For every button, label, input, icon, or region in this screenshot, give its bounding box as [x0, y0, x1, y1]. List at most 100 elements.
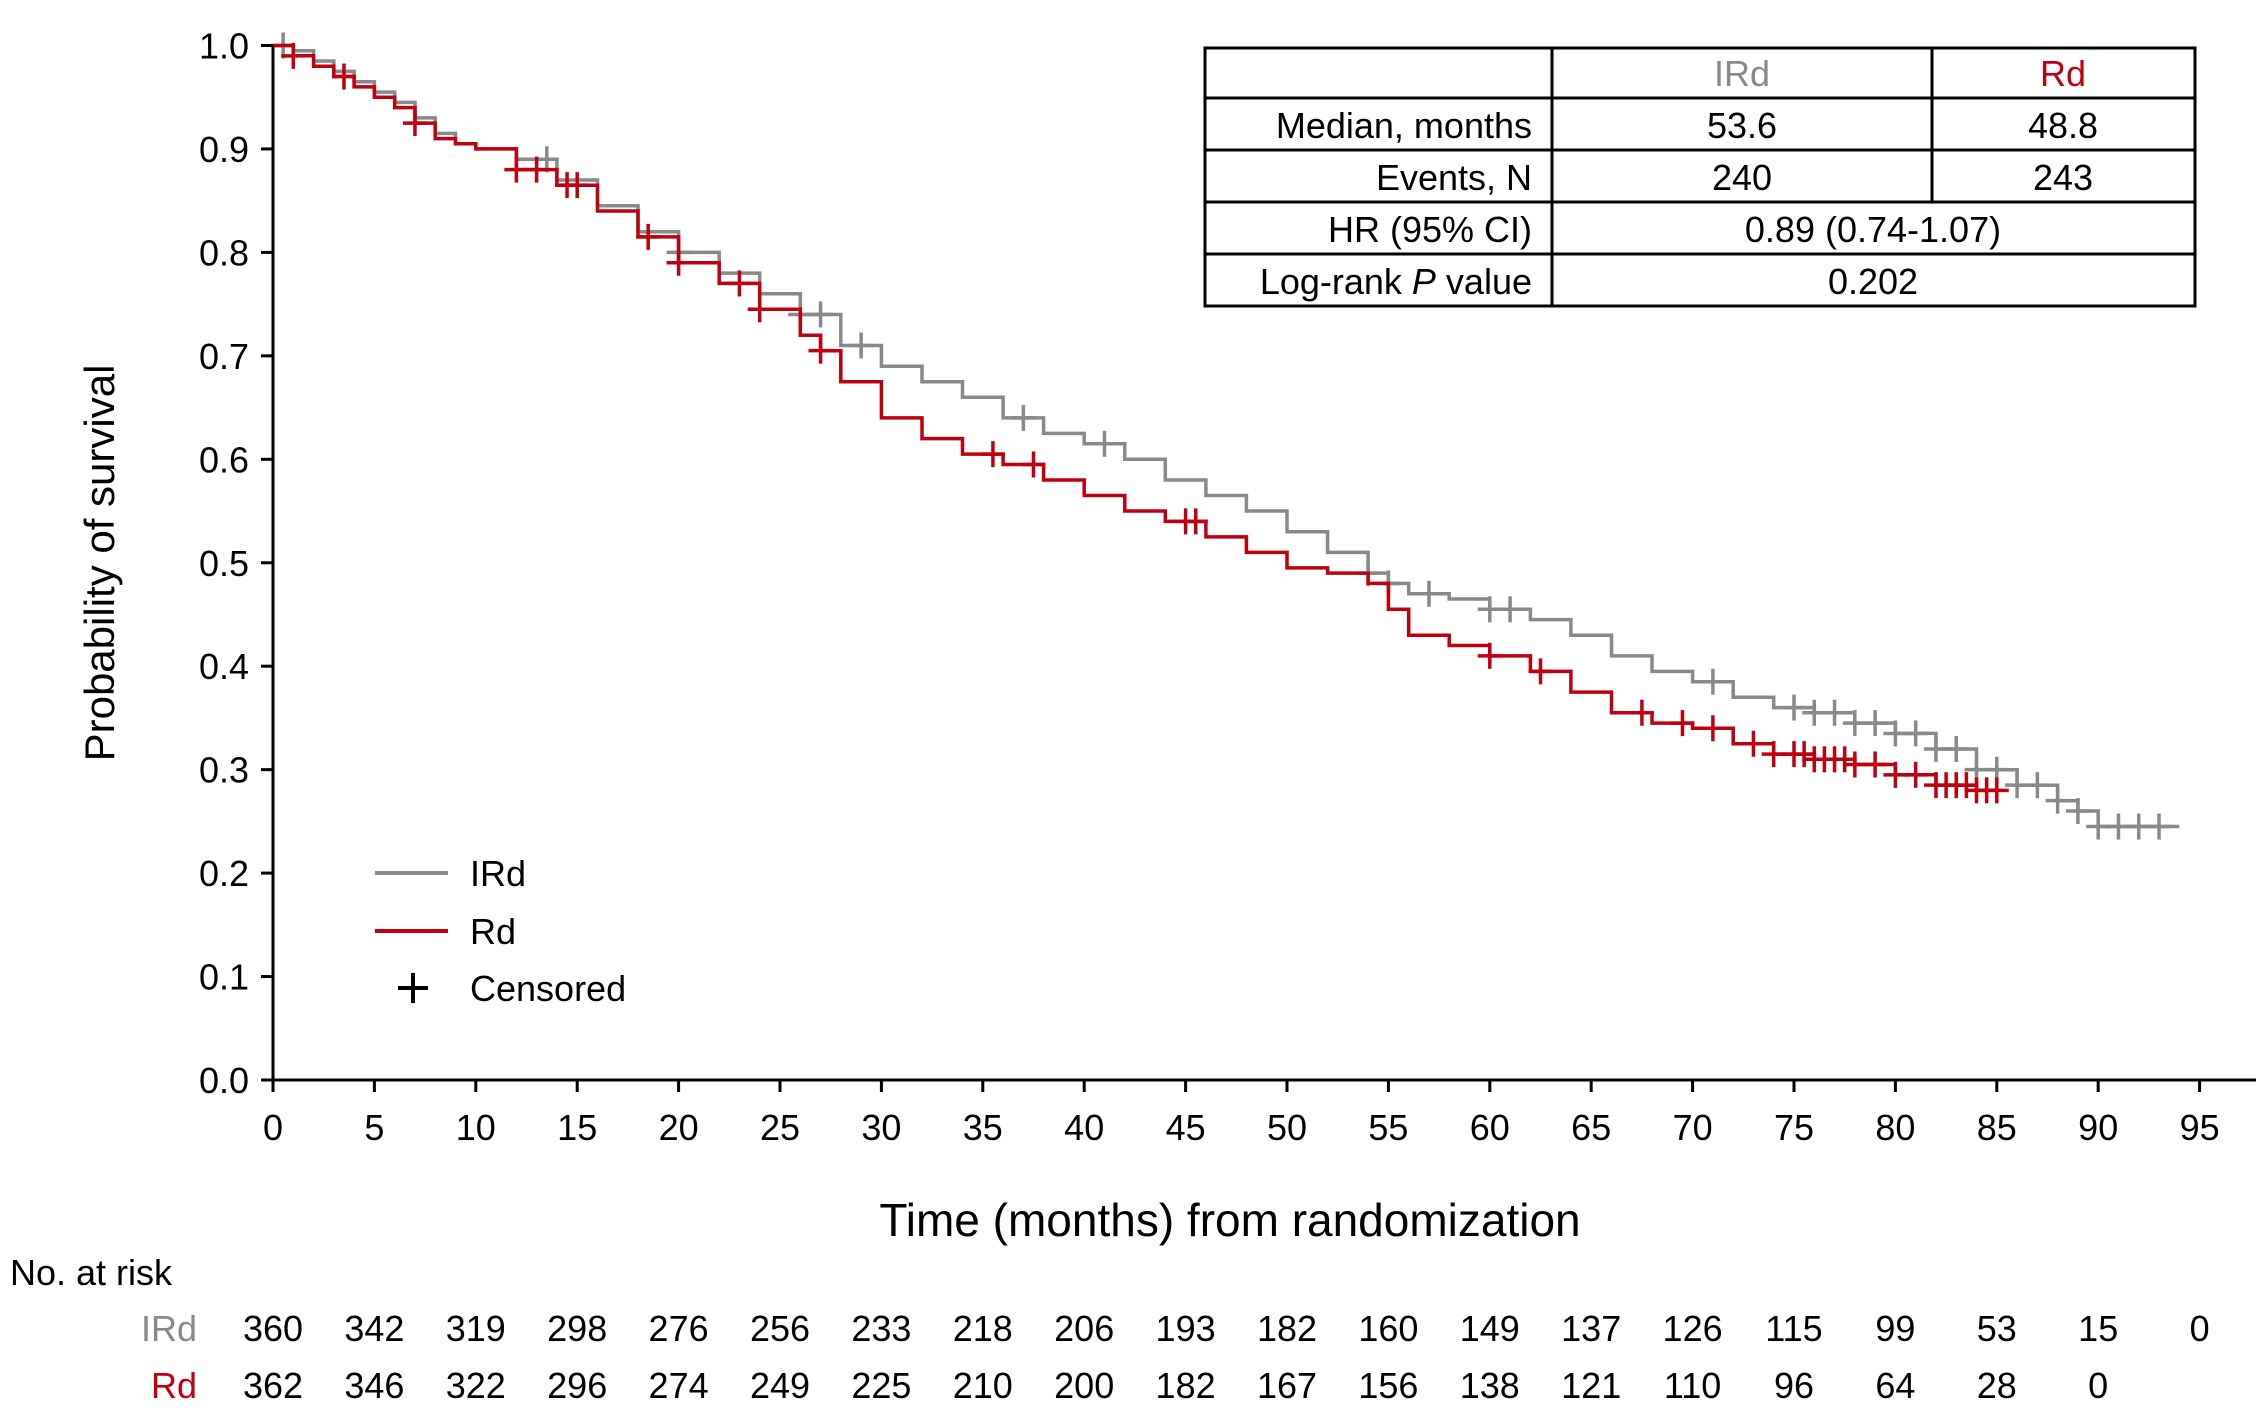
- at-risk-title: No. at risk: [10, 1252, 173, 1293]
- x-tick-label: 40: [1064, 1107, 1104, 1148]
- censor-mark-ird: [2065, 798, 2090, 825]
- censor-mark-rd: [666, 249, 691, 276]
- censor-mark-rd: [1842, 751, 1867, 778]
- x-tick-label: 45: [1166, 1107, 1206, 1148]
- y-tick-label: 0.0: [199, 1060, 249, 1101]
- stats-row-label: HR (95% CI): [1328, 209, 1532, 250]
- x-tick-label: 10: [456, 1107, 496, 1148]
- at-risk-value-ird: 276: [649, 1308, 709, 1349]
- x-tick-label: 50: [1267, 1107, 1307, 1148]
- censor-mark-rd: [1670, 710, 1695, 737]
- x-tick-label: 65: [1571, 1107, 1611, 1148]
- censor-mark-ird: [2126, 813, 2151, 840]
- censor-mark-rd: [1792, 741, 1817, 768]
- y-tick-label: 1.0: [199, 26, 249, 67]
- censor-mark-ird: [1863, 710, 1888, 737]
- censor-mark-ird: [1498, 596, 1523, 623]
- censor-mark-ird: [1011, 404, 1036, 431]
- at-risk-value-ird: 206: [1054, 1308, 1114, 1349]
- censor-mark-ird: [2005, 772, 2030, 799]
- censor-mark-rd: [504, 156, 529, 183]
- x-tick-label: 55: [1368, 1107, 1408, 1148]
- stats-cell: 240: [1712, 157, 1772, 198]
- censor-mark-rd: [747, 296, 772, 323]
- stats-cell: 53.6: [1707, 105, 1777, 146]
- y-tick-label: 0.2: [199, 853, 249, 894]
- censor-mark-rd: [1477, 642, 1502, 669]
- censor-mark-rd: [1903, 761, 1928, 788]
- censor-mark-ird: [2147, 813, 2172, 840]
- at-risk-value-rd: 182: [1156, 1365, 1216, 1406]
- stats-header-rd: Rd: [2040, 53, 2086, 94]
- at-risk-value-ird: 233: [851, 1308, 911, 1349]
- censor-mark-ird: [1802, 699, 1827, 726]
- censor-mark-rd: [980, 441, 1005, 468]
- at-risk-value-ird: 182: [1257, 1308, 1317, 1349]
- censor-mark-ird: [1944, 735, 1969, 762]
- at-risk-value-ird: 342: [344, 1308, 404, 1349]
- censor-mark-ird: [1923, 735, 1948, 762]
- at-risk-value-ird: 256: [750, 1308, 810, 1349]
- y-tick-label: 0.6: [199, 439, 249, 480]
- at-risk-value-ird: 126: [1663, 1308, 1723, 1349]
- censor-mark-ird: [1782, 694, 1806, 721]
- y-tick-label: 0.1: [199, 957, 249, 998]
- at-risk-value-ird: 298: [547, 1308, 607, 1349]
- censor-mark-ird: [1477, 596, 1502, 623]
- censor-mark-ird: [2106, 813, 2131, 840]
- at-risk-value-ird: 0: [2190, 1308, 2210, 1349]
- censor-mark-rd: [1984, 777, 2009, 804]
- censor-mark-ird: [2025, 772, 2050, 799]
- at-risk-value-rd: 121: [1561, 1365, 1621, 1406]
- stats-hr-value: 0.89 (0.74-1.07): [1745, 209, 2001, 250]
- censor-mark-rd: [636, 223, 661, 250]
- at-risk-value-ird: 53: [1977, 1308, 2017, 1349]
- at-risk-value-ird: 137: [1561, 1308, 1621, 1349]
- at-risk-value-ird: 319: [446, 1308, 506, 1349]
- at-risk-value-ird: 115: [1765, 1308, 1822, 1349]
- at-risk-value-ird: 160: [1358, 1308, 1418, 1349]
- x-tick-label: 90: [2078, 1107, 2118, 1148]
- stats-logrank-value: 0.202: [1828, 261, 1918, 302]
- x-tick-label: 80: [1875, 1107, 1915, 1148]
- at-risk-value-ird: 15: [2078, 1308, 2118, 1349]
- censor-mark-rd: [727, 270, 752, 297]
- censor-mark-rd: [1883, 761, 1908, 788]
- x-tick-label: 35: [963, 1107, 1003, 1148]
- censor-mark-rd: [1021, 451, 1046, 478]
- at-risk-value-rd: 64: [1875, 1365, 1915, 1406]
- y-tick-label: 0.8: [199, 232, 249, 273]
- at-risk-value-rd: 96: [1774, 1365, 1814, 1406]
- at-risk-value-rd: 346: [344, 1365, 404, 1406]
- y-tick-label: 0.9: [199, 129, 249, 170]
- censor-mark-ird: [1883, 720, 1908, 747]
- censor-mark-rd: [331, 63, 356, 90]
- censor-mark-ird: [1092, 430, 1117, 457]
- censor-mark-ird: [2045, 787, 2070, 814]
- at-risk-value-rd: 0: [2088, 1365, 2108, 1406]
- at-risk-values: 360 342 319 298 276 256 233 218 206 193 182 160 149 1…: [243, 1308, 2210, 1406]
- y-tick-label: 0.3: [199, 750, 249, 791]
- x-tick-label: 95: [2180, 1107, 2220, 1148]
- stats-row-label: Events, N: [1376, 157, 1532, 198]
- censor-mark-rd: [1832, 746, 1857, 773]
- censor-mark-ird: [1700, 668, 1725, 695]
- censor-mark-rd: [1528, 658, 1553, 685]
- censor-mark-ird: [2086, 813, 2111, 840]
- at-risk-value-rd: 322: [446, 1365, 506, 1406]
- at-risk-value-ird: 218: [953, 1308, 1013, 1349]
- stats-cell: 243: [2033, 157, 2093, 198]
- at-risk-value-rd: 167: [1257, 1365, 1317, 1406]
- censor-mark-ird: [1842, 710, 1867, 737]
- at-risk-value-rd: 225: [851, 1365, 911, 1406]
- censor-mark-ird: [849, 332, 874, 359]
- at-risk-label-ird: IRd: [141, 1308, 197, 1349]
- x-tick-label: 20: [659, 1107, 699, 1148]
- stats-row-label: Median, months: [1276, 105, 1532, 146]
- censor-mark-rd: [565, 172, 590, 199]
- legend-label-censored: Censored: [470, 968, 626, 1009]
- y-tick-label: 0.7: [199, 336, 249, 377]
- censor-mark-rd: [1954, 772, 1979, 799]
- at-risk-value-rd: 210: [953, 1365, 1013, 1406]
